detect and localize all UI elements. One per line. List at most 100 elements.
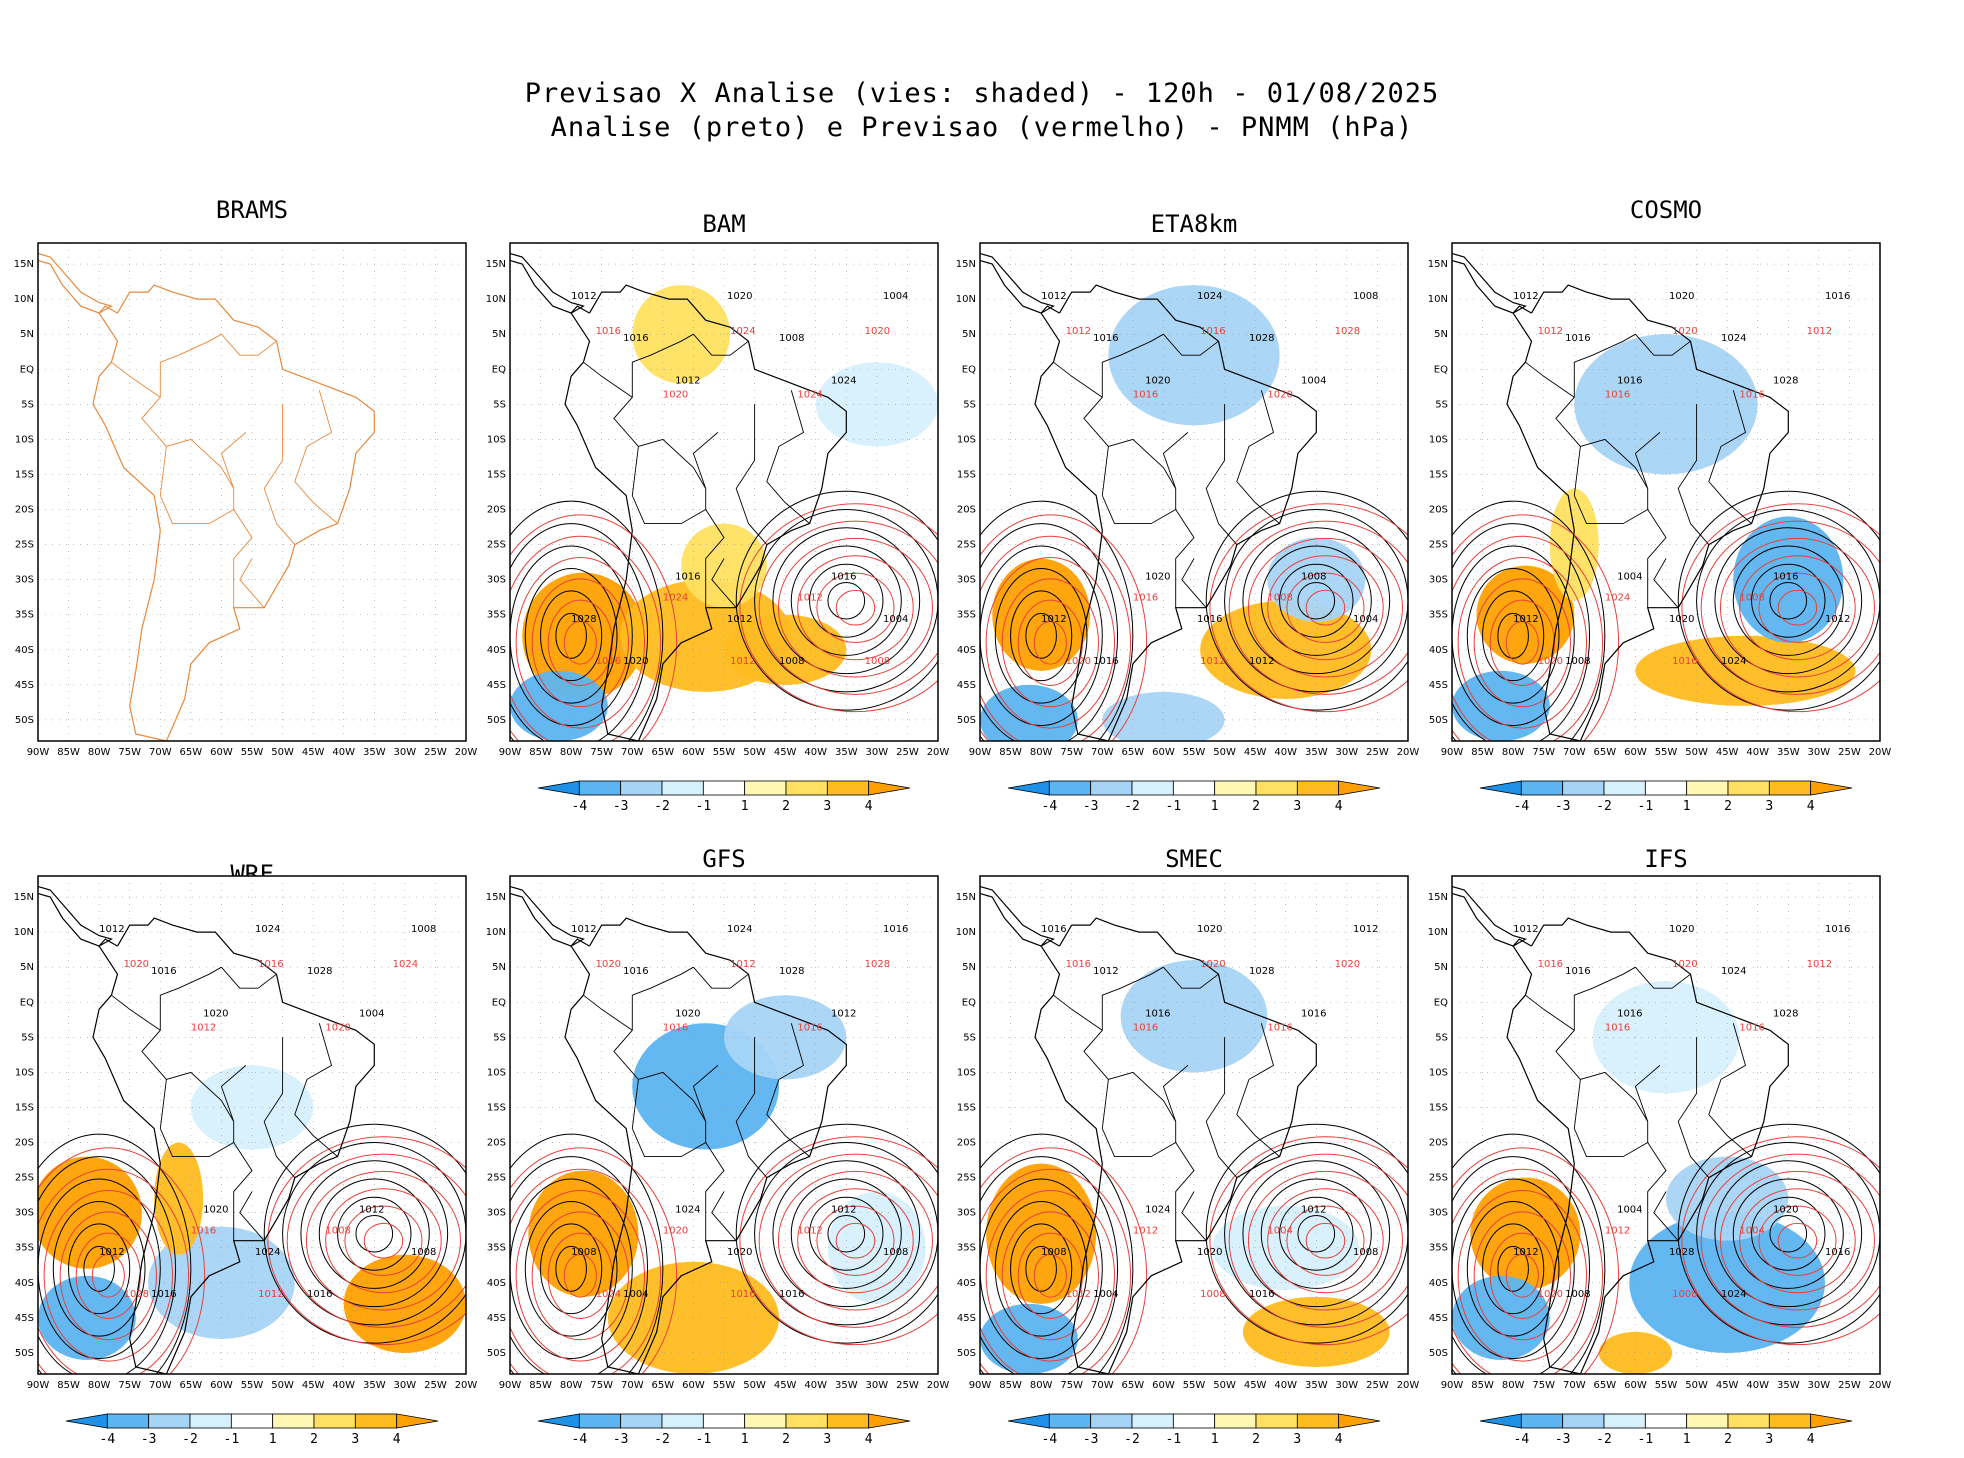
forecast-isobar-label: 1012 xyxy=(1200,656,1225,667)
analysis-isobar-label: 1012 xyxy=(1353,924,1378,935)
lat-tick-label: 20S xyxy=(487,505,506,516)
lon-tick-label: 25W xyxy=(424,747,447,758)
lat-tick-label: 20S xyxy=(957,1138,976,1149)
country-border xyxy=(1525,361,1575,398)
forecast-isobar xyxy=(1286,1205,1365,1276)
lat-tick-label: 25S xyxy=(1429,540,1448,551)
forecast-isobar xyxy=(797,555,914,661)
colorbar-segment xyxy=(148,1413,191,1429)
lat-tick-label: 40S xyxy=(957,1278,976,1289)
analysis-isobar xyxy=(827,1214,866,1253)
lat-tick-label: 50S xyxy=(957,715,976,726)
forecast-isobar-label: 1024 xyxy=(1605,593,1630,604)
colorbar-label: -1 xyxy=(1638,1432,1654,1447)
colorbar-label: 1 xyxy=(741,1432,749,1447)
country-border xyxy=(221,966,277,989)
lon-tick-label: 75W xyxy=(590,747,613,758)
coastline xyxy=(38,252,113,314)
lon-tick-label: 55W xyxy=(1183,747,1206,758)
analysis-isobar-label: 1004 xyxy=(623,1289,648,1300)
lon-tick-label: 45W xyxy=(302,1380,325,1391)
lat-tick-label: 15N xyxy=(14,892,34,903)
colorbar-label: -3 xyxy=(1555,1432,1571,1447)
lon-tick-label: 75W xyxy=(1532,747,1555,758)
analysis-isobar-label: 1024 xyxy=(1145,1205,1170,1216)
lat-tick-label: 5S xyxy=(21,399,34,410)
lon-tick-label: 25W xyxy=(1838,1380,1861,1391)
forecast-isobar-label: 1020 xyxy=(1335,959,1360,970)
forecast-isobar-label: 1020 xyxy=(124,959,149,970)
analysis-isobar-label: 1012 xyxy=(1041,614,1066,625)
colorbar-label: 2 xyxy=(1252,1432,1260,1447)
colorbar-gfs: -4 -3 -2 -1 1 2 3 4 xyxy=(537,1413,911,1447)
lat-tick-label: 5S xyxy=(493,1032,506,1043)
colorbar-segment xyxy=(1644,1413,1688,1429)
analysis-isobar-label: 1012 xyxy=(727,614,752,625)
forecast-isobar xyxy=(1228,520,1408,695)
lon-tick-label: 60W xyxy=(682,1380,705,1391)
forecast-isobar xyxy=(1473,578,1571,708)
analysis-isobar-label: 1012 xyxy=(1513,1247,1538,1258)
forecast-isobar xyxy=(1452,1147,1620,1374)
analysis-isobar-label: 1012 xyxy=(831,1205,856,1216)
lon-tick-label: 25W xyxy=(424,1380,447,1391)
lon-tick-label: 20W xyxy=(1869,747,1892,758)
lat-tick-label: 25S xyxy=(15,540,34,551)
analysis-isobar-label: 1016 xyxy=(1565,333,1590,344)
analysis-isobar xyxy=(1452,523,1591,741)
colorbar-segment xyxy=(1562,780,1605,796)
country-border xyxy=(1708,390,1752,524)
lon-tick-label: 40W xyxy=(804,747,827,758)
forecast-isobar xyxy=(325,1188,442,1294)
lon-tick-label: 20W xyxy=(927,1380,950,1391)
forecast-isobar xyxy=(985,557,1116,729)
country-border xyxy=(693,966,749,989)
forecast-isobar xyxy=(816,572,895,643)
colorbar-label: 4 xyxy=(865,799,873,814)
lon-tick-label: 75W xyxy=(590,1380,613,1391)
lat-tick-label: 15S xyxy=(15,469,34,480)
colorbar-segment xyxy=(744,1413,787,1429)
colorbar-label: -1 xyxy=(224,1432,240,1447)
lon-tick-label: 20W xyxy=(1397,747,1420,758)
forecast-isobar-label: 1016 xyxy=(1200,326,1225,337)
colorbar-segment xyxy=(1479,1413,1522,1429)
forecast-isobar xyxy=(980,514,1148,741)
analysis-isobar-label: 1012 xyxy=(571,924,596,935)
colorbar-label: -3 xyxy=(1083,1432,1099,1447)
lat-tick-label: 30S xyxy=(15,1208,34,1219)
colorbar-segment xyxy=(1479,780,1522,796)
colorbar-segment xyxy=(1727,780,1770,796)
analysis-isobar xyxy=(1732,545,1844,656)
country-border xyxy=(141,966,222,1129)
lon-tick-label: 65W xyxy=(652,1380,675,1391)
colorbar-label: 3 xyxy=(823,799,831,814)
lat-tick-label: 50S xyxy=(487,715,506,726)
colorbar-segment xyxy=(354,1413,398,1429)
lat-tick-label: 5N xyxy=(20,962,34,973)
lat-tick-label: 50S xyxy=(15,715,34,726)
colorbar-segment xyxy=(230,1413,274,1429)
lon-tick-label: 70W xyxy=(1091,1380,1114,1391)
country-border xyxy=(1708,1023,1752,1157)
colorbar-segment xyxy=(702,780,746,796)
country-border xyxy=(711,558,737,608)
lat-tick-label: 10S xyxy=(15,1067,34,1078)
forecast-isobar-label: 1012 xyxy=(797,593,822,604)
country-border xyxy=(1162,1065,1189,1122)
country-border xyxy=(111,361,161,398)
lon-tick-label: 40W xyxy=(332,1380,355,1391)
analysis-isobar xyxy=(1297,581,1336,620)
lon-tick-label: 45W xyxy=(1244,747,1267,758)
colorbar-segment xyxy=(1007,1413,1050,1429)
map-wrf: 1012101610201024102810041008101210161020… xyxy=(14,875,477,1391)
lon-tick-label: 80W xyxy=(1030,1380,1053,1391)
analysis-isobar-label: 1012 xyxy=(1301,1205,1326,1216)
colorbar-segment xyxy=(578,1413,622,1429)
lat-tick-label: 5S xyxy=(21,1032,34,1043)
lat-tick-label: 35S xyxy=(957,610,976,621)
lat-tick-label: 10S xyxy=(957,1067,976,1078)
lon-tick-label: 45W xyxy=(774,1380,797,1391)
forecast-isobar-label: 1020 xyxy=(663,389,688,400)
colorbar-segment xyxy=(1686,1413,1729,1429)
